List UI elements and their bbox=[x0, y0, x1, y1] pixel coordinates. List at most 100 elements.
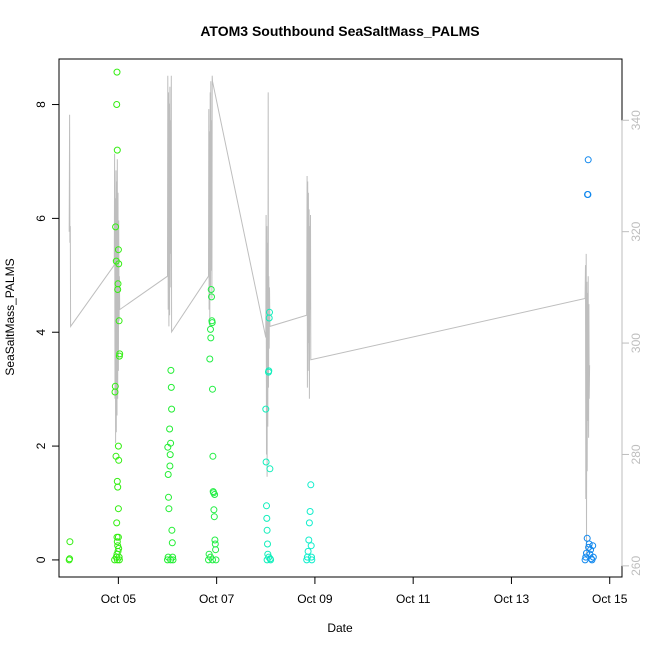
data-point bbox=[262, 405, 270, 413]
data-point bbox=[305, 519, 313, 527]
y-tick-label: 0 bbox=[34, 556, 48, 563]
chart-title: ATOM3 Southbound SeaSaltMass_PALMS bbox=[200, 23, 479, 39]
data-point bbox=[164, 471, 172, 478]
data-point bbox=[584, 156, 592, 164]
data-point bbox=[168, 405, 176, 413]
data-point bbox=[114, 442, 122, 450]
data-point bbox=[113, 68, 121, 76]
data-point bbox=[308, 553, 315, 561]
data-point bbox=[207, 286, 215, 293]
data-point bbox=[305, 536, 313, 544]
data-point bbox=[306, 508, 314, 515]
y-tick-label: 6 bbox=[34, 215, 48, 222]
data-point bbox=[211, 536, 219, 544]
data-point bbox=[307, 481, 315, 489]
data-point bbox=[211, 540, 219, 548]
data-point bbox=[113, 519, 121, 527]
x-tick-label: Oct 13 bbox=[494, 592, 530, 606]
data-point bbox=[209, 452, 217, 460]
data-point bbox=[208, 293, 215, 301]
data-point bbox=[168, 539, 176, 547]
x-axis-label: Date bbox=[327, 621, 353, 635]
data-point bbox=[212, 546, 220, 554]
data-point bbox=[265, 367, 273, 375]
y-tick-label: 4 bbox=[34, 329, 48, 336]
x-tick-label: Oct 09 bbox=[297, 592, 333, 606]
data-point bbox=[212, 556, 220, 564]
y2-tick-label: 340 bbox=[629, 110, 643, 130]
data-point bbox=[587, 555, 595, 563]
data-point bbox=[263, 502, 270, 510]
data-point bbox=[207, 334, 215, 342]
data-point bbox=[114, 533, 122, 541]
x-tick-label: Oct 05 bbox=[101, 592, 137, 606]
data-point bbox=[114, 246, 122, 254]
data-point bbox=[66, 538, 74, 546]
data-point bbox=[114, 280, 122, 288]
data-point bbox=[210, 506, 218, 514]
data-point bbox=[113, 101, 121, 108]
data-point bbox=[210, 513, 218, 521]
data-point bbox=[167, 556, 175, 564]
scatter-points-layer bbox=[65, 68, 597, 564]
data-point bbox=[589, 553, 597, 561]
data-point bbox=[587, 546, 595, 554]
data-point bbox=[115, 260, 123, 268]
data-point bbox=[167, 439, 175, 447]
data-point bbox=[584, 191, 592, 198]
data-point bbox=[167, 366, 175, 374]
data-point bbox=[266, 465, 274, 473]
data-point bbox=[114, 483, 122, 491]
plot-frame bbox=[58, 58, 623, 578]
data-point bbox=[113, 477, 121, 485]
data-point bbox=[113, 556, 121, 564]
data-point bbox=[209, 385, 216, 393]
data-point bbox=[115, 556, 123, 564]
secondary-series-line bbox=[68, 75, 591, 555]
data-point bbox=[114, 505, 122, 513]
data-point bbox=[116, 350, 124, 358]
data-point bbox=[308, 556, 316, 564]
data-point bbox=[166, 462, 174, 470]
data-point bbox=[583, 534, 591, 542]
y-tick-label: 2 bbox=[34, 442, 48, 449]
y-tick-label: 8 bbox=[34, 101, 48, 108]
x-tick-label: Oct 15 bbox=[592, 592, 628, 606]
data-point bbox=[265, 553, 273, 561]
data-point bbox=[209, 556, 216, 564]
data-point bbox=[206, 355, 214, 363]
y2-tick-label: 300 bbox=[629, 333, 643, 353]
data-point bbox=[115, 317, 123, 325]
y2-tick-label: 260 bbox=[629, 556, 643, 576]
data-point bbox=[589, 542, 597, 550]
x-tick-label: Oct 11 bbox=[396, 592, 431, 606]
data-point bbox=[585, 543, 593, 551]
data-point bbox=[207, 325, 214, 333]
data-point bbox=[307, 542, 315, 550]
data-point bbox=[165, 505, 173, 513]
y2-tick-label: 280 bbox=[629, 444, 643, 464]
data-point bbox=[168, 526, 176, 534]
data-point bbox=[111, 382, 119, 390]
data-point bbox=[262, 458, 270, 466]
data-point bbox=[166, 425, 174, 433]
data-point bbox=[263, 526, 271, 534]
y-axis-label: SeaSaltMass_PALMS bbox=[3, 258, 17, 375]
data-point bbox=[264, 540, 271, 548]
data-point bbox=[166, 451, 174, 459]
data-point bbox=[115, 456, 123, 464]
data-point bbox=[210, 489, 218, 497]
y2-tick-label: 320 bbox=[629, 221, 643, 241]
y2-axis: 260 280 300 320 340 bbox=[621, 110, 643, 576]
data-point bbox=[208, 319, 216, 327]
secondary-line-layer bbox=[68, 75, 591, 555]
x-axis: Oct 05 Oct 07 Oct 09 Oct 11 Oct 13 Oct 15 bbox=[101, 576, 628, 606]
data-point bbox=[167, 383, 175, 391]
data-point bbox=[112, 223, 120, 231]
data-point bbox=[113, 538, 121, 546]
data-point bbox=[211, 491, 219, 498]
data-point bbox=[66, 555, 74, 563]
data-point bbox=[263, 514, 271, 522]
data-point bbox=[113, 146, 121, 154]
